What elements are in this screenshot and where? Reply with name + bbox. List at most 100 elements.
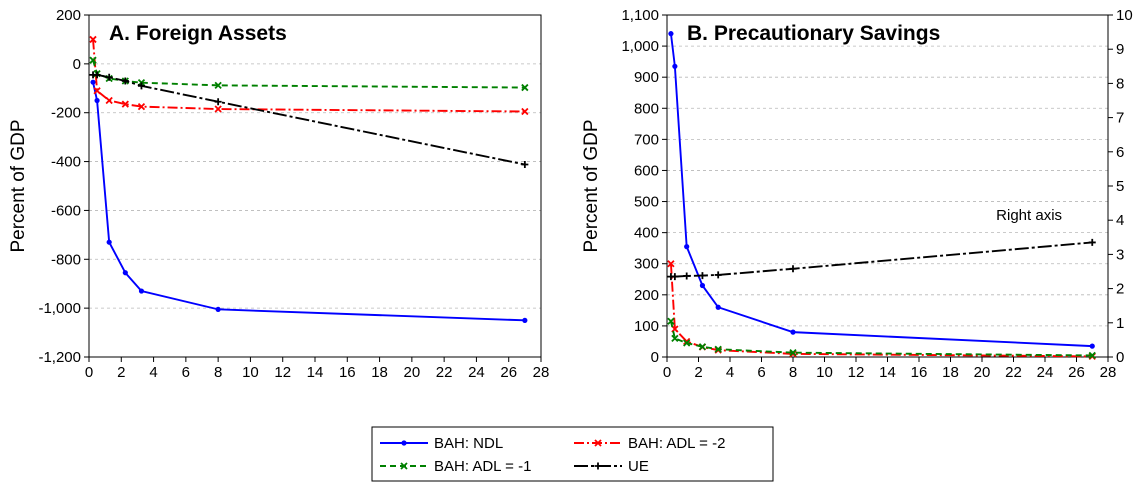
y-tick-label: -1,200 — [38, 349, 81, 366]
y-tick-label: 800 — [634, 100, 659, 117]
y2-tick-label: 8 — [1116, 75, 1124, 92]
series-bah-adl-1 — [667, 317, 1096, 360]
legend-item: BAH: NDL — [380, 435, 503, 452]
legend-label: BAH: ADL = -1 — [434, 458, 531, 475]
x-tick-label: 12 — [274, 364, 291, 381]
data-point — [671, 273, 679, 281]
x-tick-label: 8 — [789, 364, 797, 381]
y-tick-label: 300 — [634, 256, 659, 273]
y-tick-label: -200 — [51, 105, 81, 122]
series-line — [670, 241, 1093, 278]
data-point — [521, 107, 529, 116]
data-point — [789, 265, 797, 273]
series-bah-ndl — [668, 31, 1095, 349]
data-point — [137, 82, 145, 90]
data-point — [667, 260, 675, 268]
data-point — [89, 56, 97, 64]
y-axis-label: Percent of GDP — [581, 119, 602, 252]
y2-tick-label: 2 — [1116, 281, 1124, 298]
legend-item: UE — [574, 458, 649, 475]
data-point — [672, 63, 678, 69]
x-tick-label: 28 — [533, 364, 550, 381]
data-point — [121, 100, 129, 108]
x-tick-label: 2 — [694, 364, 702, 381]
y-tick-label: 0 — [651, 349, 659, 366]
x-tick-label: 20 — [404, 364, 421, 381]
data-point — [789, 349, 797, 357]
x-tick-label: 2 — [117, 364, 125, 381]
data-point — [684, 244, 690, 250]
x-tick-label: 22 — [436, 364, 453, 381]
y-tick-label: 200 — [634, 287, 659, 304]
data-point — [715, 304, 721, 310]
data-point — [106, 239, 112, 245]
y2-tick-label: 1 — [1116, 315, 1124, 332]
x-tick-label: 8 — [214, 364, 222, 381]
data-point — [671, 325, 679, 333]
y-tick-label: -400 — [51, 154, 81, 171]
x-tick-label: 12 — [848, 364, 865, 381]
data-point — [671, 334, 679, 342]
data-point — [214, 105, 222, 113]
panel-title: B. Precautionary Savings — [687, 22, 940, 45]
x-tick-label: 16 — [911, 364, 928, 381]
series-line — [92, 81, 525, 322]
y-tick-label: 0 — [73, 56, 81, 73]
x-tick-label: 6 — [757, 364, 765, 381]
x-tick-label: 4 — [149, 364, 157, 381]
y-tick-label: 900 — [634, 69, 659, 86]
data-point — [214, 98, 222, 106]
data-point — [698, 343, 707, 351]
series-ue — [89, 71, 529, 169]
data-point — [522, 317, 528, 323]
x-tick-label: 24 — [1037, 364, 1054, 381]
y2-tick-label: 4 — [1116, 212, 1124, 229]
x-tick-label: 16 — [339, 364, 356, 381]
legend-marker — [401, 440, 407, 446]
data-point — [94, 97, 100, 104]
data-point — [121, 77, 129, 85]
data-point — [714, 271, 722, 279]
y-tick-label: 100 — [634, 318, 659, 335]
x-tick-label: 28 — [1100, 364, 1117, 381]
x-tick-label: 10 — [242, 364, 259, 381]
y2-tick-label: 10 — [1116, 7, 1133, 24]
legend-marker — [594, 462, 602, 470]
y-tick-label: -1,000 — [38, 300, 81, 317]
data-point — [790, 329, 796, 335]
data-point — [138, 288, 145, 294]
legend-item: BAH: ADL = -1 — [380, 458, 531, 475]
series-bah-adl-1 — [89, 56, 529, 92]
data-point — [214, 81, 222, 89]
y-tick-label: 700 — [634, 131, 659, 148]
y-tick-label: 600 — [634, 162, 659, 179]
legend: BAH: NDL BAH: ADL = -2 BAH: ADL = -1 UE — [371, 426, 774, 482]
data-point — [1088, 351, 1096, 360]
series-ue — [667, 238, 1096, 281]
legend-marker — [594, 439, 602, 447]
data-point — [105, 73, 113, 81]
data-point — [667, 317, 675, 325]
plot-frame — [666, 14, 1109, 358]
y-tick-label: -600 — [51, 202, 81, 219]
data-point — [89, 35, 97, 44]
x-tick-label: 10 — [816, 364, 833, 381]
legend-marker — [400, 462, 408, 470]
series-line — [669, 33, 1093, 348]
data-point — [215, 306, 221, 312]
legend-label: UE — [628, 458, 649, 475]
data-point — [105, 96, 113, 105]
x-tick-label: 20 — [974, 364, 991, 381]
data-point — [698, 272, 706, 280]
x-tick-label: 4 — [726, 364, 734, 381]
series-line — [92, 59, 525, 89]
data-point — [93, 87, 101, 95]
legend-label: BAH: NDL — [434, 435, 503, 452]
series-line — [93, 73, 526, 166]
series-bah-ndl — [90, 79, 528, 323]
y-tick-label: 1,000 — [621, 38, 659, 55]
data-point — [699, 282, 706, 289]
panel-precautionary-savings: 01002003004005006007008009001,0001,10001… — [581, 7, 1133, 381]
